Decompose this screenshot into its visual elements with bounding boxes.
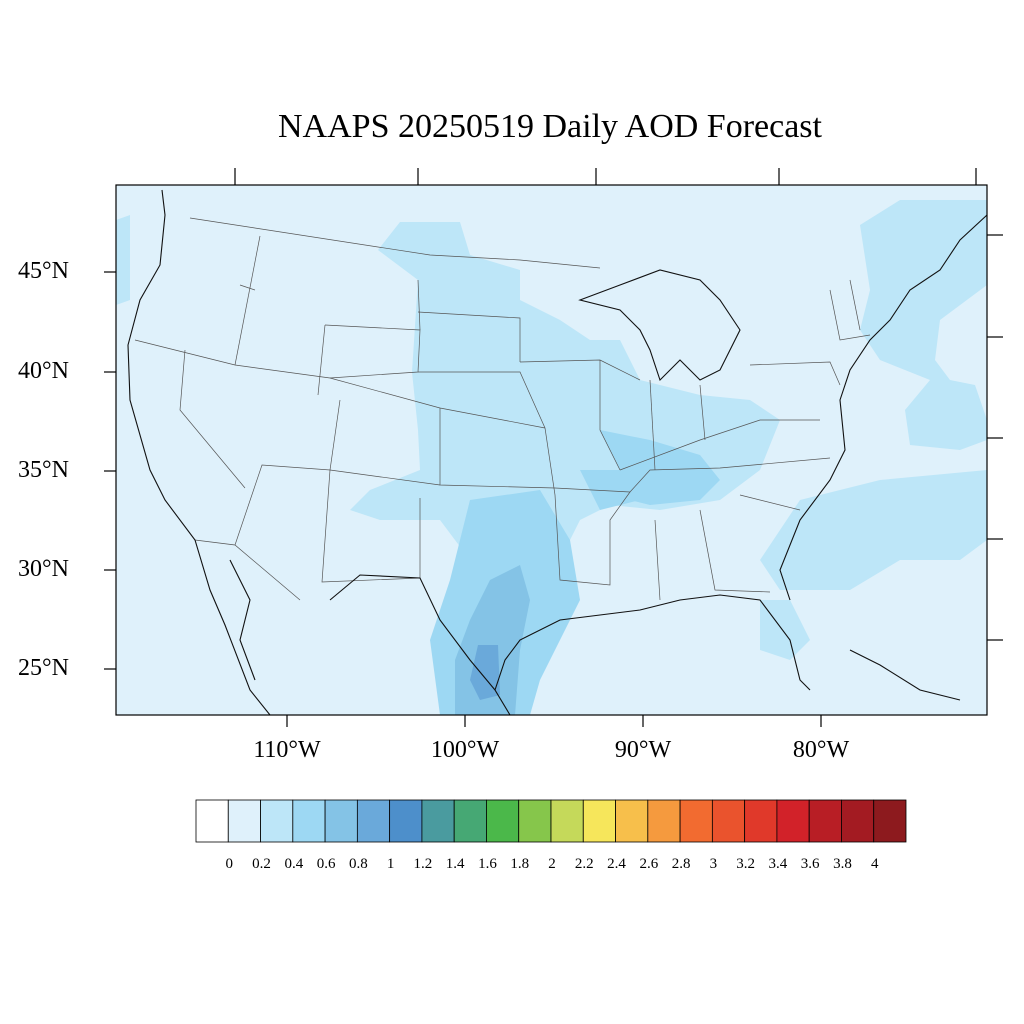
colorbar-swatch xyxy=(324,799,358,843)
colorbar-tick-label: 0.2 xyxy=(252,856,271,872)
lat-label-35: 35°N xyxy=(18,457,69,483)
colorbar-tick-label: 3.8 xyxy=(833,856,852,872)
colorbar-swatch xyxy=(195,799,229,843)
colorbar-swatch xyxy=(615,799,649,843)
colorbar-swatch xyxy=(841,799,875,843)
colorbar-tick-label: 4 xyxy=(870,856,879,872)
colorbar-tick-label: 0 xyxy=(225,856,234,872)
colorbar-tick-label: 2 xyxy=(548,856,556,872)
colorbar-swatch xyxy=(518,799,552,843)
colorbar-swatch xyxy=(356,799,391,843)
colorbar-tick-label: 1.2 xyxy=(413,856,433,872)
colorbar-tick-label: 1.6 xyxy=(478,856,497,872)
colorbar-swatch xyxy=(453,799,487,843)
state-boundaries xyxy=(134,217,871,601)
lon-label-80w: 80°W xyxy=(792,737,850,763)
colorbar-swatch xyxy=(260,799,294,843)
coastlines xyxy=(127,189,987,715)
colorbar-swatch xyxy=(486,799,520,843)
lat-label-30: 30°N xyxy=(18,556,69,582)
colorbar-swatch xyxy=(389,799,423,843)
lon-label-110w: 110°W xyxy=(253,737,321,763)
colorbar-swatch xyxy=(647,799,681,843)
map-title: NAAPS 20250519 Daily AOD Forecast xyxy=(278,108,822,145)
colorbar-tick-label: 2.8 xyxy=(671,856,691,872)
colorbar-swatch xyxy=(744,799,778,843)
colorbar-tick-label: 0.6 xyxy=(316,856,336,872)
colorbar-tick-label: 3.6 xyxy=(800,856,820,872)
colorbar-tick-label: 0.4 xyxy=(284,856,304,872)
lat-label-25: 25°N xyxy=(18,655,69,681)
colorbar-tick-label: 1.4 xyxy=(445,856,465,872)
colorbar-swatch xyxy=(582,799,616,843)
colorbar-tick-label: 3.4 xyxy=(768,856,788,872)
colorbar-swatch xyxy=(873,799,907,843)
colorbar-swatch xyxy=(776,799,810,843)
colorbar-swatch xyxy=(711,799,746,843)
colorbar-swatch xyxy=(227,799,261,843)
colorbar-swatch xyxy=(550,799,584,843)
lon-label-90w: 90°W xyxy=(614,737,672,763)
colorbar-tick-label: 2.4 xyxy=(607,856,626,872)
lat-label-40: 40°N xyxy=(18,358,69,384)
colorbar-tick-label: 0.8 xyxy=(348,856,368,872)
colorbar-tick-label: 2.2 xyxy=(574,856,594,872)
lon-label-100w: 100°W xyxy=(430,737,500,763)
ticks xyxy=(104,168,1003,727)
colorbar-swatch xyxy=(421,799,455,843)
map-frame xyxy=(115,184,988,716)
colorbar-swatch xyxy=(292,799,326,843)
lat-label-45: 45°N xyxy=(18,258,69,284)
colorbar-tick-label: 3 xyxy=(709,856,718,872)
colorbar-tick-label: 3.2 xyxy=(736,856,755,872)
colorbar-tick-label: 2.6 xyxy=(639,856,659,872)
colorbar-swatch xyxy=(679,799,713,843)
colorbar-tick-label: 1.8 xyxy=(510,856,530,872)
colorbar-tick-label: 1 xyxy=(386,856,395,872)
colorbar-swatch xyxy=(808,799,842,843)
